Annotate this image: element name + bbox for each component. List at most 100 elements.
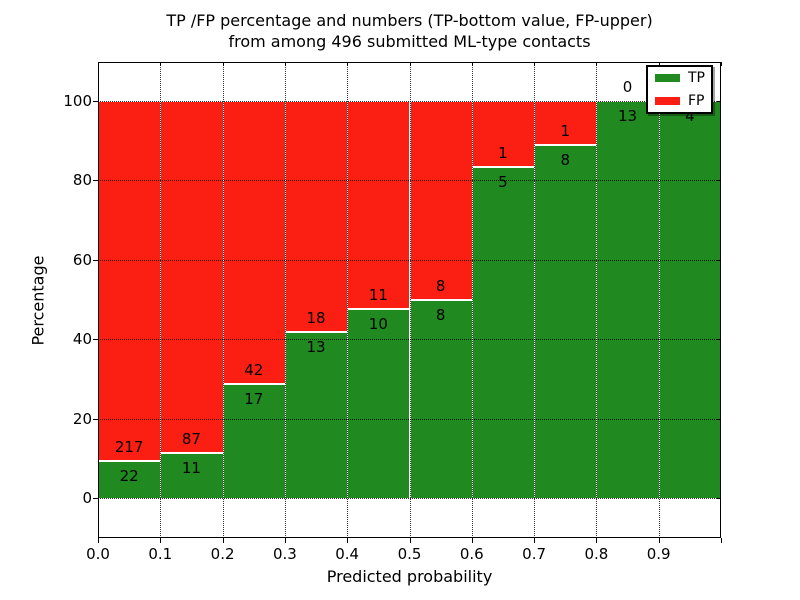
bar-segment-fp [160,101,224,454]
y-tick-label: 20 [72,409,92,428]
gridline-vertical [658,62,660,538]
bar-segment-tp [471,167,536,499]
y-tick-mark [93,180,98,182]
x-tick-mark [160,538,162,543]
x-tick-mark [409,538,411,543]
gridline-vertical [596,62,598,538]
y-tick-mark [93,259,98,261]
bar-label-fp: 1 [498,144,508,163]
bar-segment-tp [284,331,349,499]
x-tick-mark-top [596,62,598,66]
bar-segment-tp [534,145,598,499]
legend-swatch-tp-icon [655,74,680,82]
x-tick-label: 0.2 [210,545,235,563]
bar-segment-fp [98,101,162,462]
y-tick-label: 40 [72,330,92,349]
y-tick-label: 0 [82,489,92,507]
x-tick-label: 0.0 [86,545,110,563]
bar-label-tp: 10 [368,314,388,333]
x-tick-label: 0.3 [272,545,297,563]
bar-segment-tp [409,299,473,499]
bar-label-tp: 11 [181,459,201,478]
legend-label-fp: FP [688,93,705,109]
bar-segment-fp [284,101,349,332]
bar-label-fp: 0 [622,78,633,96]
x-tick-mark-top [347,62,349,66]
x-tick-mark [98,538,99,543]
y-tick-mark-right [717,498,721,499]
legend-label-tp: TP [688,70,705,86]
y-tick-mark-right [717,418,721,420]
x-tick-mark [721,538,722,543]
plot-area: 21722871142171813111088151801304 [98,62,722,538]
gridline-vertical [409,62,411,538]
bar-label-fp: 18 [306,308,326,327]
x-tick-label: 0.4 [335,545,360,563]
bar-label-tp: 13 [618,107,638,125]
x-tick-label: 0.5 [397,545,422,563]
bar-segment-tp [596,101,660,499]
x-tick-mark-top [721,62,722,66]
x-tick-mark [471,538,473,543]
gridline-horizontal [98,180,721,182]
x-tick-mark-top [284,62,286,66]
bar-label-tp: 8 [560,151,571,170]
y-tick-mark [93,498,98,499]
x-tick-mark-top [534,62,536,66]
y-tick-mark [93,339,98,341]
bar-label-fp: 217 [114,438,144,457]
chart-title-line-2: from among 496 submitted ML-type contact… [228,32,591,51]
y-tick-mark-right [717,180,721,182]
x-tick-mark [284,538,286,543]
bar-segment-fp [222,101,286,384]
bar-segment-fp [409,101,473,300]
bar-label-tp: 5 [498,173,508,192]
y-tick-mark-right [717,339,721,341]
x-tick-label: 0.6 [459,545,484,563]
bar-label-fp: 8 [435,276,446,295]
gridline-horizontal [98,339,721,341]
bar-label-tp: 4 [685,107,695,125]
x-tick-mark [222,538,224,543]
bar-label-tp: 17 [244,389,264,408]
legend-entry-fp: FP [648,93,711,109]
x-tick-mark [596,538,598,543]
y-tick-label: 100 [63,92,92,110]
legend: TP FP [646,65,713,114]
y-tick-mark [93,101,98,102]
bar-label-tp: 13 [306,337,326,356]
y-tick-mark-right [717,101,721,102]
y-tick-mark-right [717,259,721,261]
gridline-vertical [284,62,286,538]
y-tick-label: 80 [72,171,92,190]
bar-segment-tp [658,101,722,499]
legend-swatch-fp-icon [655,97,680,105]
chart-title: TP /FP percentage and numbers (TP-bottom… [98,10,721,52]
bar-label-fp: 87 [181,430,201,449]
x-tick-label: 0.7 [522,545,547,563]
x-axis-label: Predicted probability [326,567,493,586]
bar-label-tp: 22 [119,467,139,486]
gridline-vertical [471,62,473,538]
gridline-horizontal [98,101,721,102]
gridline-horizontal [98,498,721,499]
gridline-vertical [222,62,224,538]
gridline-vertical [534,62,536,538]
gridline-horizontal [98,259,721,261]
x-tick-mark-top [222,62,224,66]
bar-segment-tp [347,308,411,499]
x-tick-mark-top [409,62,411,66]
bar-segment-fp [347,101,411,309]
x-tick-mark [534,538,536,543]
bar-label-fp: 11 [368,285,388,304]
y-axis-label: Percentage [28,255,48,346]
x-tick-mark-top [658,62,660,66]
x-tick-label: 0.8 [584,545,609,563]
gridline-vertical [160,62,162,538]
y-tick-label: 60 [72,250,92,269]
gridline-vertical [347,62,349,538]
bar-label-fp: 42 [244,360,264,379]
bar-label-tp: 8 [435,305,446,324]
legend-entry-tp: TP [648,70,711,86]
